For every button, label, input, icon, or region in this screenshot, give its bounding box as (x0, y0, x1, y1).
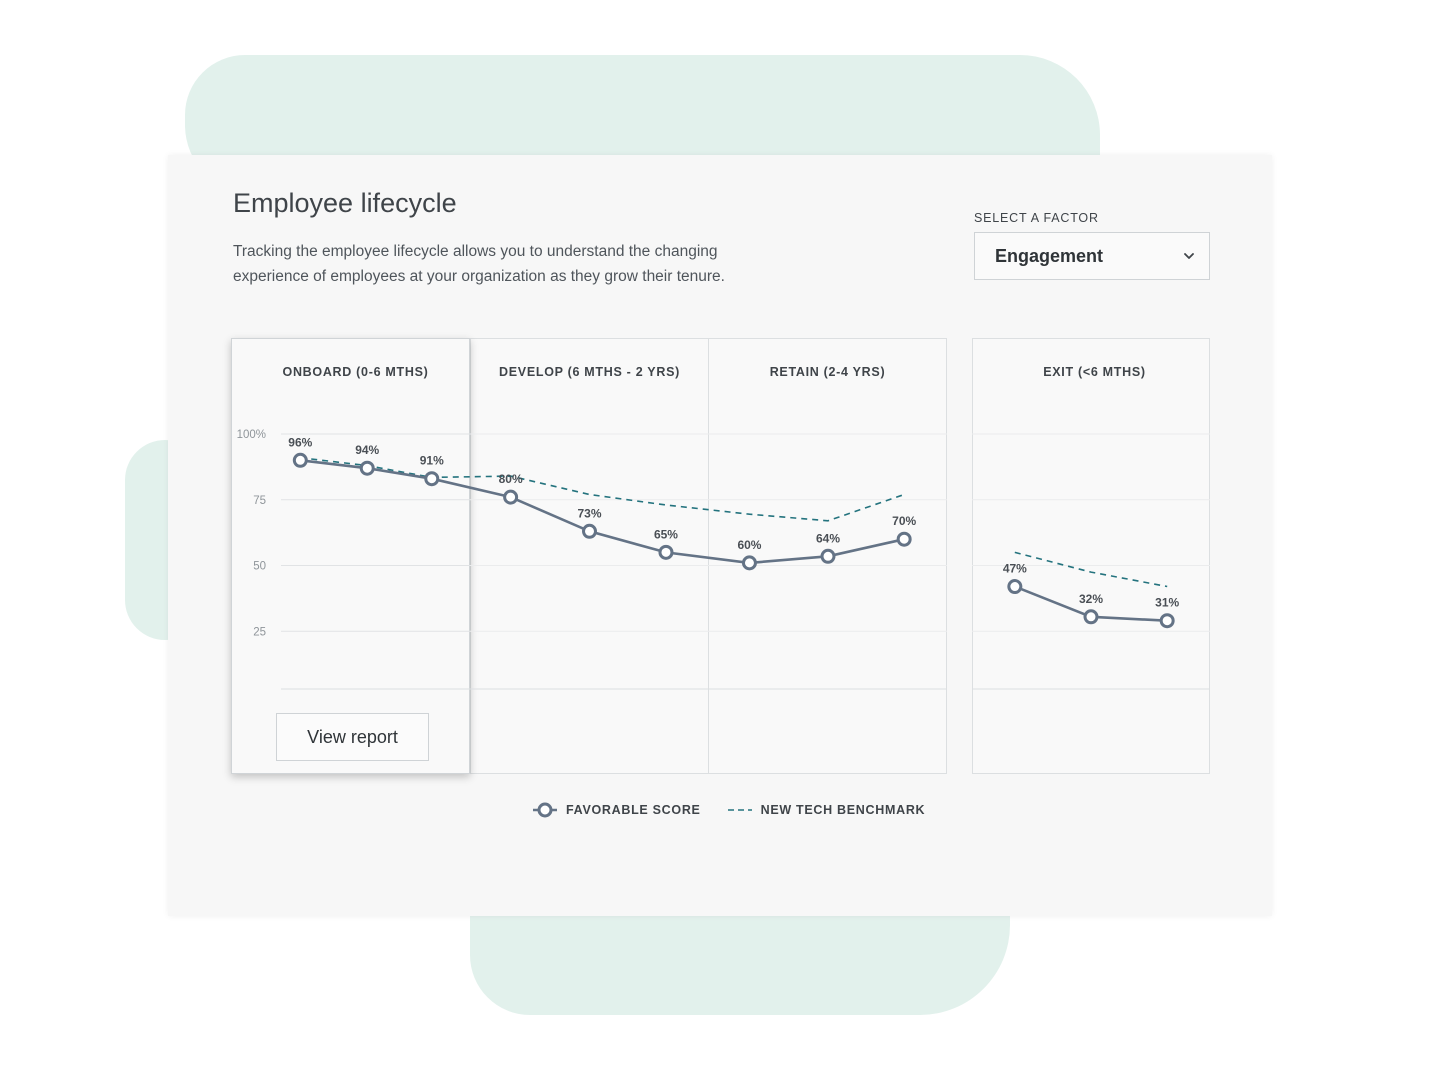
view-report-button[interactable]: View report (276, 713, 429, 761)
stage-label-develop: DEVELOP (6 MTHS - 2 YRS) (499, 365, 680, 379)
legend-label-benchmark: NEW TECH BENCHMARK (760, 803, 926, 817)
stage-label-retain: RETAIN (2-4 YRS) (769, 365, 886, 379)
stage-label-onboard: ONBOARD (0-6 MTHS) (282, 365, 429, 379)
favorable-marker-icon (533, 802, 557, 818)
benchmark-dash-icon (727, 809, 752, 811)
legend-item-favorable: FAVORABLE SCORE (532, 801, 701, 819)
stage-panel-develop[interactable] (470, 338, 709, 774)
factor-selected-value: Engagement (995, 245, 1104, 266)
page-title: Employee lifecycle (233, 188, 457, 218)
stage-panel-exit[interactable] (972, 338, 1210, 774)
chart-legend: FAVORABLE SCORE NEW TECH BENCHMARK (532, 801, 951, 819)
factor-dropdown[interactable]: Engagement (974, 232, 1210, 280)
page-description: Tracking the employee lifecycle allows y… (233, 243, 725, 285)
factor-select-label: SELECT A FACTOR (974, 211, 1099, 225)
legend-item-benchmark: NEW TECH BENCHMARK (727, 801, 926, 819)
stage-label-exit: EXIT (<6 MTHS) (1043, 365, 1146, 379)
legend-label-favorable: FAVORABLE SCORE (566, 803, 701, 817)
stage-panel-onboard[interactable] (231, 338, 470, 774)
chevron-down-icon (1184, 253, 1194, 259)
stage-panel-retain[interactable] (708, 338, 947, 774)
